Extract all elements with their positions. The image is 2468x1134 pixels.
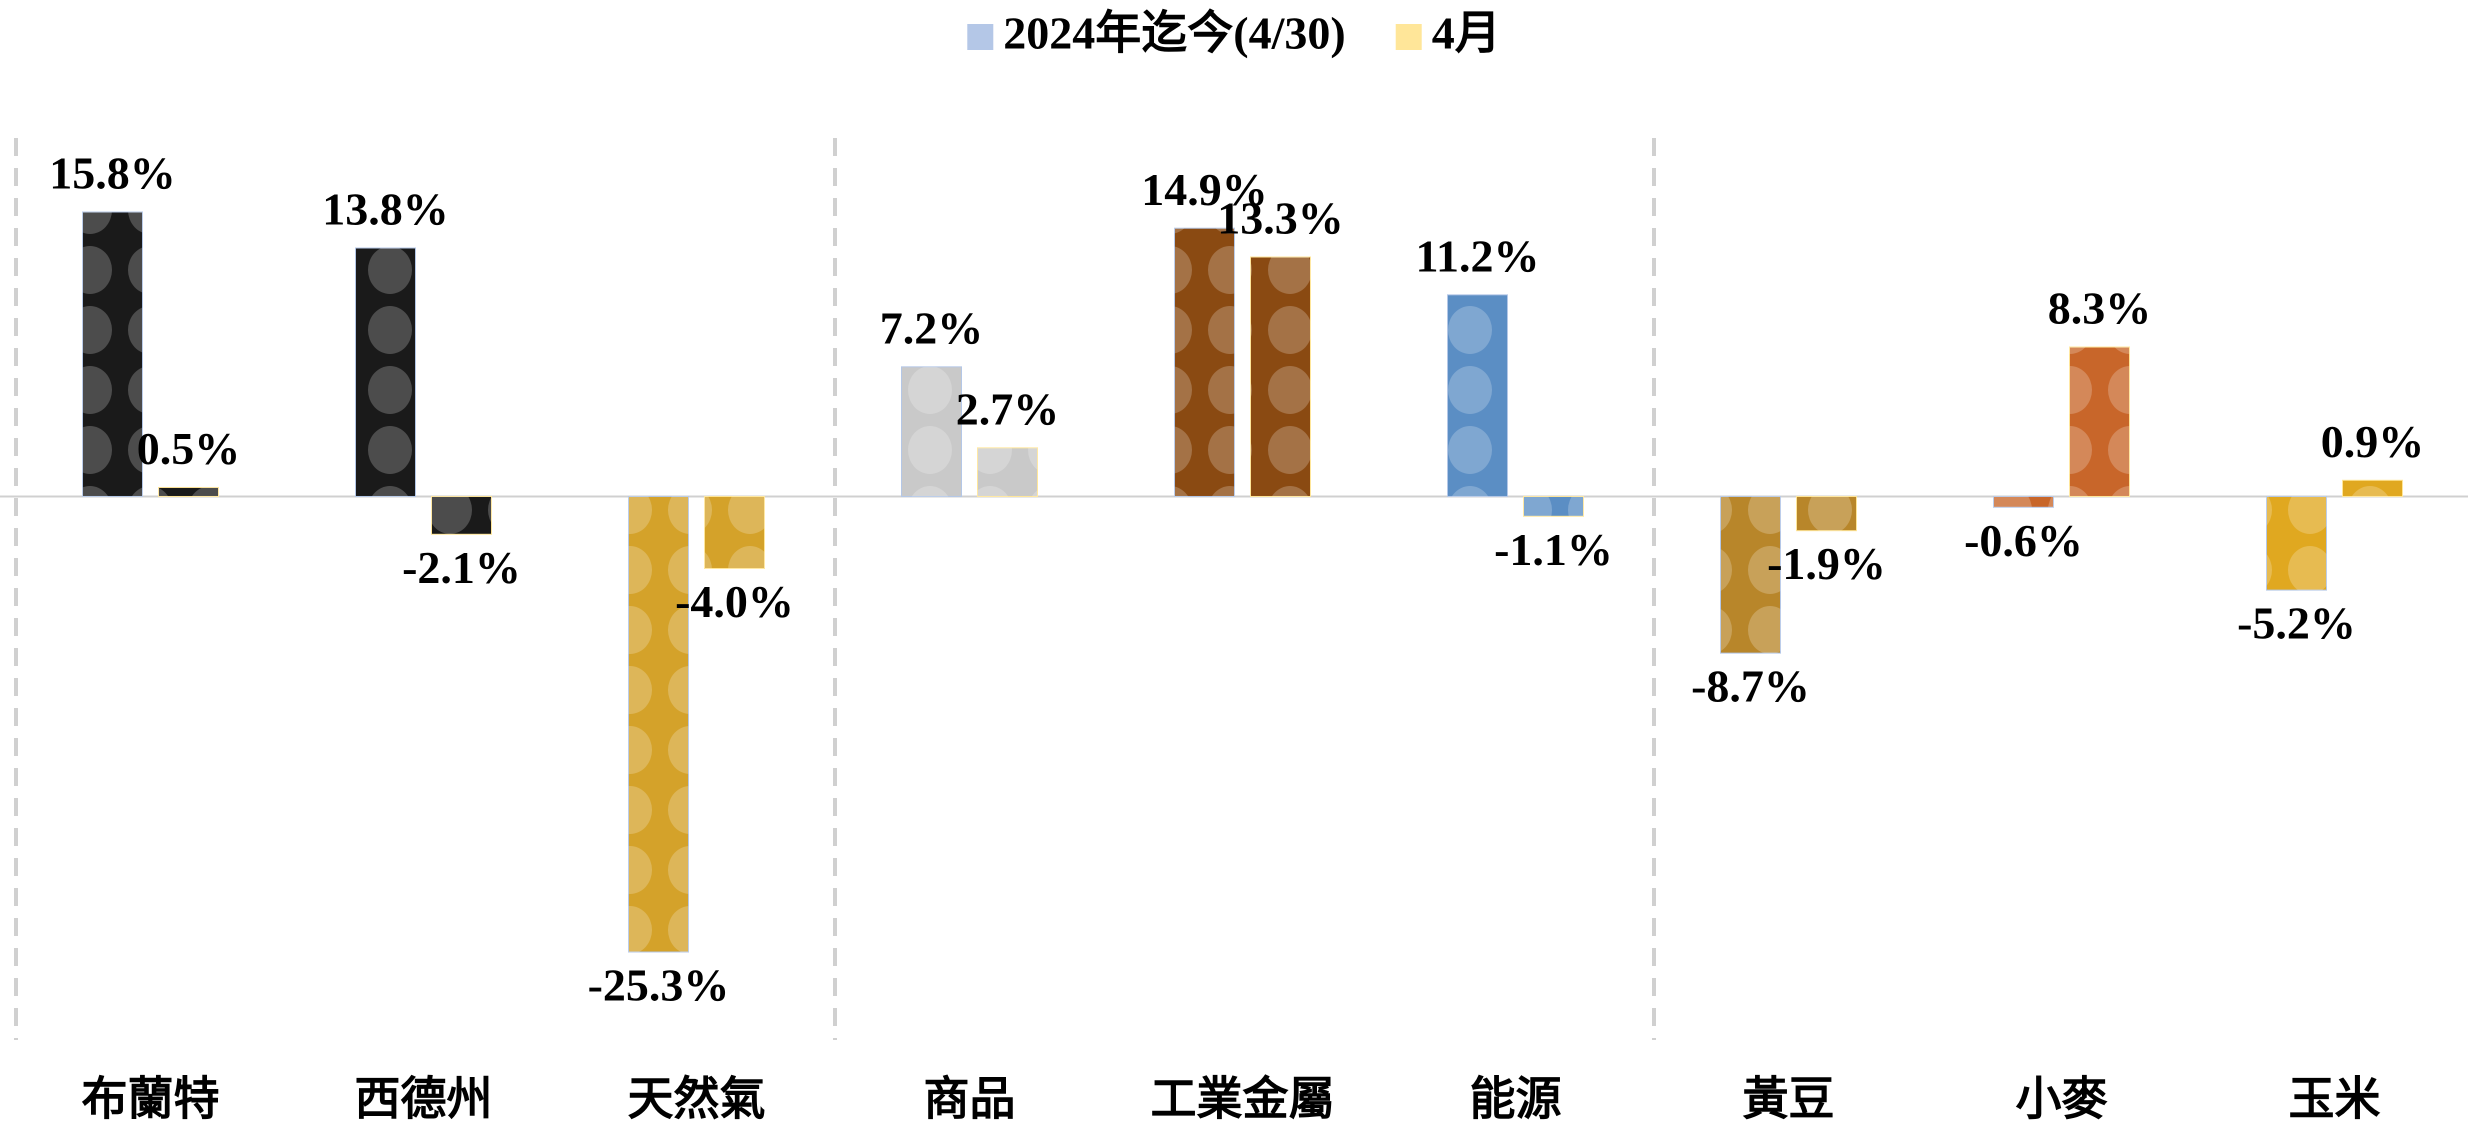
bar-texture — [705, 496, 765, 568]
bar-texture — [978, 448, 1038, 497]
bar-texture — [1994, 496, 2054, 507]
bar-texture — [629, 496, 689, 952]
bar-texture — [2267, 496, 2327, 590]
x-tick-label: 布蘭特 — [82, 1074, 220, 1125]
bar-texture — [1797, 496, 1857, 530]
data-label: -1.9% — [1767, 538, 1886, 589]
data-label: -2.1% — [402, 542, 521, 593]
data-label: 13.8% — [322, 184, 449, 235]
bar-texture — [432, 496, 492, 534]
data-label: 11.2% — [1416, 230, 1540, 281]
x-tick-label: 工業金屬 — [1151, 1074, 1335, 1125]
data-label: 7.2% — [880, 302, 984, 353]
data-label: -0.6% — [1964, 515, 2083, 566]
bar-texture — [1524, 496, 1584, 516]
data-label: -1.1% — [1494, 524, 1613, 575]
bar-texture — [1448, 295, 1508, 497]
data-label: 0.5% — [137, 423, 241, 474]
data-label: 15.8% — [49, 148, 176, 199]
bar-texture — [902, 367, 962, 497]
bar-texture — [159, 487, 219, 496]
legend-swatch — [967, 24, 993, 50]
data-label: -8.7% — [1691, 661, 1810, 712]
data-label: 13.3% — [1217, 193, 1344, 244]
bar-texture — [1175, 228, 1235, 496]
bar-texture — [1251, 257, 1311, 496]
x-tick-label: 小麥 — [2016, 1074, 2109, 1125]
legend-label: 4月 — [1432, 8, 1501, 59]
bar-texture — [2343, 480, 2403, 496]
x-tick-label: 天然氣 — [628, 1074, 766, 1125]
x-tick-label: 能源 — [1470, 1074, 1562, 1125]
x-tick-label: 玉米 — [2289, 1074, 2381, 1125]
data-label: 0.9% — [2321, 416, 2425, 467]
data-label: -5.2% — [2237, 598, 2356, 649]
data-label: 2.7% — [956, 383, 1060, 434]
x-tick-label: 西德州 — [355, 1074, 493, 1125]
bar-texture — [2070, 347, 2130, 496]
chart: 布蘭特 15.8% 0.5% 西德州 13.8% -2.1% 天然氣 -25.3% -4.0% 商… — [0, 0, 2468, 1134]
bar-texture — [356, 248, 416, 496]
bar-texture — [83, 212, 143, 496]
x-tick-label: 商品 — [924, 1074, 1016, 1125]
legend-label: 2024年迄今(4/30) — [1003, 8, 1345, 59]
x-tick-label: 黃豆 — [1743, 1074, 1835, 1125]
data-label: -4.0% — [675, 576, 794, 627]
data-label: 8.3% — [2048, 283, 2152, 334]
data-label: -25.3% — [588, 960, 730, 1011]
legend-swatch — [1396, 24, 1422, 50]
